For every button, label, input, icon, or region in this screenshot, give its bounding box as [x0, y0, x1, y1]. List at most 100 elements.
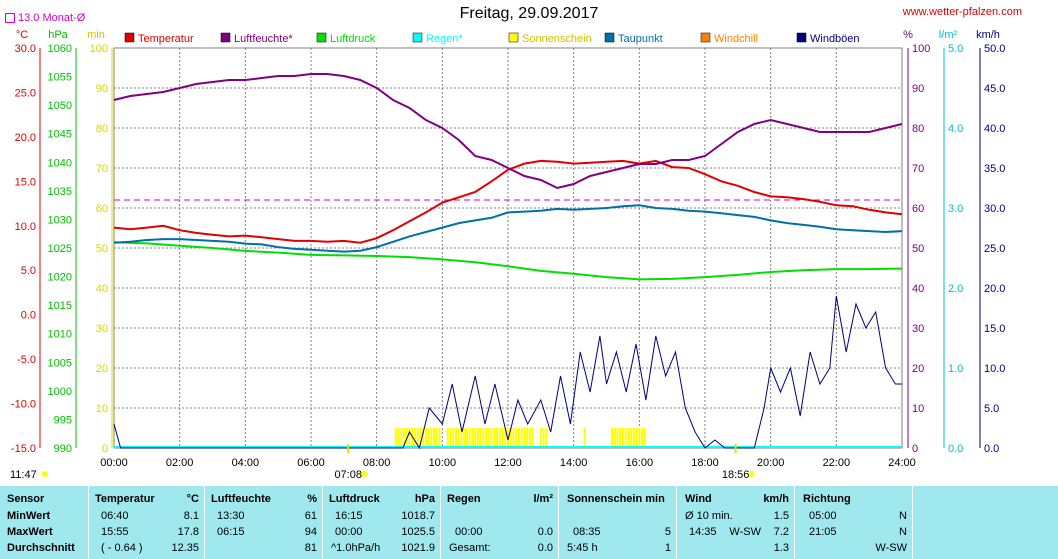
website-link[interactable]: www.wetter-pfalzen.com — [902, 6, 1022, 18]
temperature-tick-label: 30.0 — [15, 43, 36, 55]
sunshine-bar — [627, 428, 630, 447]
x-tick-label: 10:00 — [429, 457, 457, 469]
monthly-average-label: 13.0 Monat-Ø — [18, 12, 86, 24]
sunshine-tick-label: 80 — [96, 123, 108, 135]
rain-total-value: 0.0 — [537, 542, 553, 554]
x-tick-label: 06:00 — [297, 457, 325, 469]
legend-swatch — [508, 32, 519, 43]
wind-tick-label: 30.0 — [984, 203, 1005, 215]
legend-swatch — [124, 32, 135, 43]
sunshine-bar — [411, 428, 414, 447]
legend-label: Luftfeuchte* — [234, 33, 293, 45]
sunshine-bar — [394, 428, 397, 447]
sunshine-bar — [433, 428, 436, 447]
sunshine-bar — [621, 428, 624, 447]
sunshine-total-hours: 5:45 h — [567, 542, 598, 554]
rain-tick-label: 0.0 — [948, 443, 963, 455]
sunshine-header: Sonnenschein min — [567, 493, 665, 505]
temperature-tick-label: -15.0 — [11, 443, 36, 455]
sunshine-bar — [457, 428, 460, 447]
rain-tick-label: 5.0 — [948, 43, 963, 55]
daylength-label: 11:47 — [10, 469, 37, 481]
sunset-icon — [748, 471, 755, 477]
legend-swatch — [604, 32, 615, 43]
sunshine-bar — [465, 428, 468, 447]
x-tick-label: 18:00 — [691, 457, 719, 469]
sunshine-bar — [526, 428, 529, 447]
humidity-tick-label: 20 — [912, 363, 924, 375]
humidity-unit: % — [307, 493, 317, 505]
pressure-column: Luftdruck hPa 16:15 1018.7 00:00 1025.5 … — [322, 486, 441, 559]
rain-max-time: 00:00 — [455, 526, 483, 538]
sunshine-bar — [403, 428, 406, 447]
humidity-tick-label: 100 — [912, 43, 930, 55]
wind-tick-label: 35.0 — [984, 163, 1005, 175]
sunshine-column: Sonnenschein min 08:35 5 5:45 h 1 — [558, 486, 677, 559]
sunshine-bar — [468, 428, 471, 447]
direction-header: Richtung — [803, 493, 851, 505]
sunshine-bar — [638, 428, 641, 447]
sunshine-bar — [616, 428, 619, 447]
temperature-avg-note: ( - 0.64 ) — [101, 542, 143, 554]
sunshine-bar — [512, 428, 515, 447]
rain-total-label: Gesamt: — [449, 542, 491, 554]
pressure-min-value: 1018.7 — [401, 510, 435, 522]
pressure-max-time: 00:00 — [335, 526, 363, 538]
temperature-min-time: 06:40 — [101, 510, 129, 522]
sunshine-bar — [643, 428, 646, 447]
sunshine-bar — [496, 428, 499, 447]
sunshine-tick-label: 50 — [96, 243, 108, 255]
rain-header: Regen — [447, 493, 481, 505]
direction-avg-value: W-SW — [875, 542, 907, 554]
sunshine-bar — [583, 428, 586, 447]
x-tick-label: 20:00 — [757, 457, 785, 469]
weather-chart: 30.0 25.0 20.0 15.0 10.0 5.0 0.0 -5.0 -10.0 -15.0… — [10, 29, 1005, 481]
rain-tick-label: 4.0 — [948, 123, 963, 135]
temperature-header: Temperatur — [95, 493, 155, 505]
wind-unit-label: km/h — [976, 29, 1000, 41]
wind-unit: km/h — [763, 493, 789, 505]
table-spacer — [912, 486, 1058, 559]
sunshine-bar — [460, 428, 463, 447]
legend-swatch — [220, 32, 231, 43]
legend-swatch — [700, 32, 711, 43]
legend-label: Windböen — [810, 33, 860, 45]
pressure-unit-label: hPa — [48, 29, 68, 41]
x-tick-label: 08:00 — [363, 457, 391, 469]
sunshine-bar — [476, 428, 479, 447]
pressure-tick-label: 1020 — [48, 272, 72, 284]
sunshine-bar — [613, 428, 616, 447]
humidity-unit-label: % — [903, 29, 913, 41]
humidity-column: Luftfeuchte % 13:30 61 06:15 94 81 — [204, 486, 323, 559]
x-tick-label: 00:00 — [100, 457, 128, 469]
sunshine-bar — [509, 428, 512, 447]
series-line-taupunkt — [113, 204, 903, 253]
sunshine-bar — [523, 428, 526, 447]
pressure-tick-label: 1015 — [48, 300, 72, 312]
sunshine-bar — [630, 428, 633, 447]
sunshine-bar — [422, 428, 425, 447]
sunshine-bar — [490, 428, 493, 447]
sunshine-bar — [539, 428, 542, 447]
sensor-column: Sensor MinWert MaxWert Durchschnitt — [0, 486, 88, 559]
wind-tick-label: 25.0 — [984, 243, 1005, 255]
sunshine-bar — [493, 428, 496, 447]
x-tick-label: 02:00 — [166, 457, 194, 469]
pressure-tick-label: 1025 — [48, 243, 72, 255]
humidity-tick-label: 40 — [912, 283, 924, 295]
sunshine-bar — [463, 428, 466, 447]
sunset-time: 18:56 — [722, 469, 750, 481]
monthly-average-legend: 13.0 Monat-Ø — [5, 12, 85, 24]
x-tick-label: 22:00 — [823, 457, 851, 469]
legend-label: Temperatur — [138, 33, 194, 45]
sunshine-bar — [504, 428, 507, 447]
sunshine-start-time: 08:35 — [573, 526, 601, 538]
rain-tick-label: 2.0 — [948, 283, 963, 295]
sunshine-bar — [449, 428, 452, 447]
sunshine-bar — [479, 428, 482, 447]
sunshine-bar — [520, 428, 523, 447]
temperature-unit: °C — [186, 493, 199, 505]
temperature-tick-label: 20.0 — [15, 132, 36, 144]
sunshine-bar — [619, 428, 622, 447]
temperature-tick-label: 15.0 — [15, 176, 36, 188]
